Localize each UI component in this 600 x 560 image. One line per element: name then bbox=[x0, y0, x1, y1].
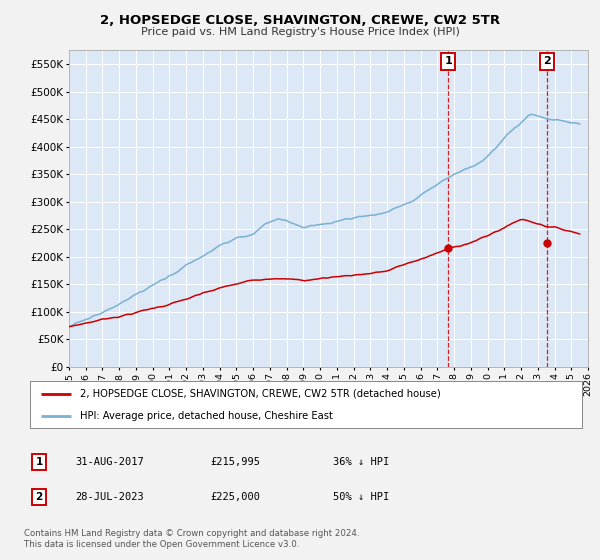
Text: Price paid vs. HM Land Registry's House Price Index (HPI): Price paid vs. HM Land Registry's House … bbox=[140, 27, 460, 37]
Text: 2, HOPSEDGE CLOSE, SHAVINGTON, CREWE, CW2 5TR: 2, HOPSEDGE CLOSE, SHAVINGTON, CREWE, CW… bbox=[100, 14, 500, 27]
Text: 2, HOPSEDGE CLOSE, SHAVINGTON, CREWE, CW2 5TR (detached house): 2, HOPSEDGE CLOSE, SHAVINGTON, CREWE, CW… bbox=[80, 389, 440, 399]
Text: HPI: Average price, detached house, Cheshire East: HPI: Average price, detached house, Ches… bbox=[80, 410, 332, 421]
Text: £215,995: £215,995 bbox=[210, 457, 260, 467]
Text: £225,000: £225,000 bbox=[210, 492, 260, 502]
Text: 31-AUG-2017: 31-AUG-2017 bbox=[75, 457, 144, 467]
Text: 2: 2 bbox=[35, 492, 43, 502]
Text: 1: 1 bbox=[35, 457, 43, 467]
Text: 28-JUL-2023: 28-JUL-2023 bbox=[75, 492, 144, 502]
Text: 36% ↓ HPI: 36% ↓ HPI bbox=[333, 457, 389, 467]
Text: 2: 2 bbox=[544, 57, 551, 67]
Text: 1: 1 bbox=[445, 57, 452, 67]
Text: Contains HM Land Registry data © Crown copyright and database right 2024.
This d: Contains HM Land Registry data © Crown c… bbox=[24, 529, 359, 549]
Text: 50% ↓ HPI: 50% ↓ HPI bbox=[333, 492, 389, 502]
